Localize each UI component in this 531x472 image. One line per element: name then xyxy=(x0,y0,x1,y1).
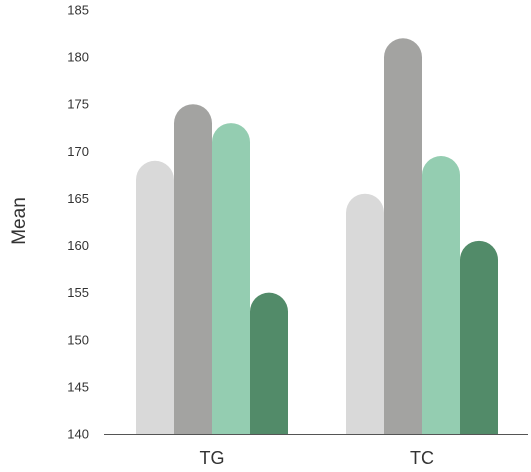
bar-tc-2 xyxy=(384,38,422,435)
bar-tg-4 xyxy=(250,292,288,434)
x-category-label: TC xyxy=(410,448,434,468)
bar-tg-1 xyxy=(136,160,174,434)
y-tick-label: 140 xyxy=(67,427,89,442)
x-axis: TG TC xyxy=(104,434,528,468)
bar-group xyxy=(136,38,498,435)
bar-tg-2 xyxy=(174,104,212,434)
y-tick-label: 145 xyxy=(67,379,89,394)
y-tick-label: 175 xyxy=(67,97,89,112)
x-category-label: TG xyxy=(200,448,225,468)
y-axis-title: Mean xyxy=(9,197,30,245)
y-tick-label: 180 xyxy=(67,50,89,65)
y-tick-label: 185 xyxy=(67,3,89,18)
y-tick-label: 150 xyxy=(67,332,89,347)
bar-tc-1 xyxy=(346,193,384,434)
bar-tc-4 xyxy=(460,240,498,434)
y-tick-label: 170 xyxy=(67,144,89,159)
bar-tc-3 xyxy=(422,156,460,435)
y-tick-label: 160 xyxy=(67,238,89,253)
bar-tg-3 xyxy=(212,123,250,435)
y-tick-label: 155 xyxy=(67,285,89,300)
y-tick-label: 165 xyxy=(67,191,89,206)
y-axis: 140 145 150 155 160 165 170 175 180 185 xyxy=(67,3,89,442)
